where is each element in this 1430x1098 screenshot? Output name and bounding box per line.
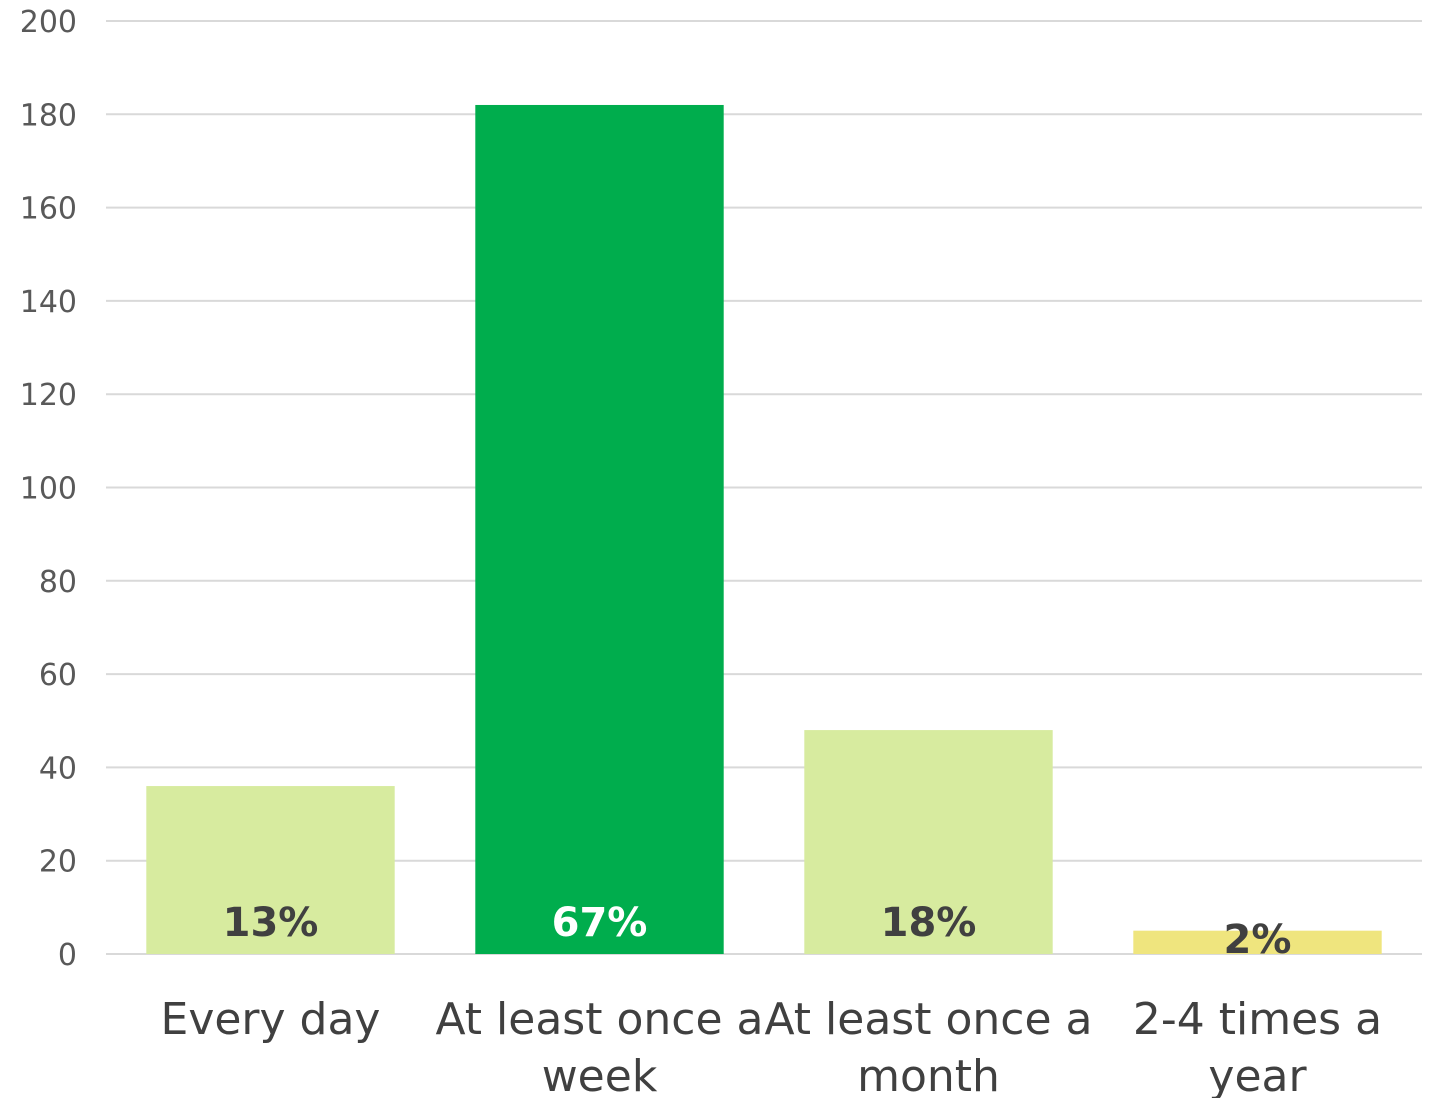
y-axis-tick-labels: 0 20 40 60 80 100 120 140 160 180 200 <box>20 5 77 973</box>
category-label: At least once a <box>764 994 1092 1045</box>
y-tick-label: 160 <box>20 192 77 227</box>
y-tick-label: 140 <box>20 285 77 320</box>
category-label: year <box>1208 1051 1307 1098</box>
category-label: month <box>857 1051 1000 1098</box>
category-labels: Every day At least once a week At least onc… <box>161 994 1383 1098</box>
y-tick-label: 80 <box>39 565 77 600</box>
category-label: At least once a <box>435 994 763 1045</box>
data-label: 18% <box>881 900 977 946</box>
y-tick-label: 200 <box>20 5 77 40</box>
category-label: 2-4 times a <box>1133 994 1382 1045</box>
y-tick-label: 120 <box>20 378 77 413</box>
bars <box>146 104 1382 955</box>
bar <box>146 786 395 954</box>
data-labels: 13% 67% 18% 2% <box>223 900 1292 963</box>
y-tick-label: 20 <box>39 845 77 880</box>
bar <box>1133 930 1382 954</box>
data-label: 13% <box>223 900 319 946</box>
y-tick-label: 180 <box>20 98 77 133</box>
y-tick-label: 0 <box>58 938 77 973</box>
data-label: 2% <box>1224 917 1292 963</box>
category-label: Every day <box>161 994 381 1045</box>
y-tick-label: 100 <box>20 472 77 507</box>
data-label: 67% <box>552 900 648 946</box>
bar <box>475 104 724 955</box>
category-label: week <box>542 1051 658 1098</box>
bar <box>804 730 1053 954</box>
y-tick-label: 60 <box>39 658 77 693</box>
y-tick-label: 40 <box>39 751 77 786</box>
